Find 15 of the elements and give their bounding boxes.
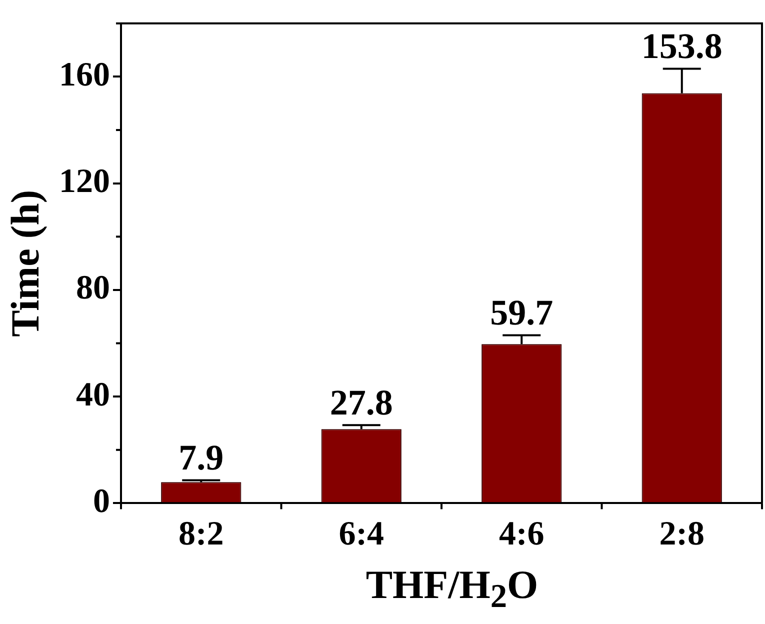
x-tick-label: 8:2 <box>178 515 224 552</box>
x-tick-label: 4:6 <box>498 515 544 552</box>
y-tick-label: 160 <box>59 56 110 94</box>
data-label: 59.7 <box>490 292 554 333</box>
y-tick-label: 40 <box>76 376 110 414</box>
data-label: 153.8 <box>641 26 722 66</box>
y-tick-label: 80 <box>76 270 110 307</box>
data-label: 27.8 <box>330 382 393 422</box>
y-tick-label: 120 <box>59 163 110 200</box>
data-label: 7.9 <box>178 438 224 478</box>
y-tick-label: 0 <box>93 482 110 520</box>
x-tick-label: 2:8 <box>659 515 705 552</box>
x-axis-title: THF/H$_{2}$O <box>364 561 540 617</box>
y-axis-title: Time (h) <box>2 190 48 337</box>
x-tick-label: 6:4 <box>338 515 384 552</box>
